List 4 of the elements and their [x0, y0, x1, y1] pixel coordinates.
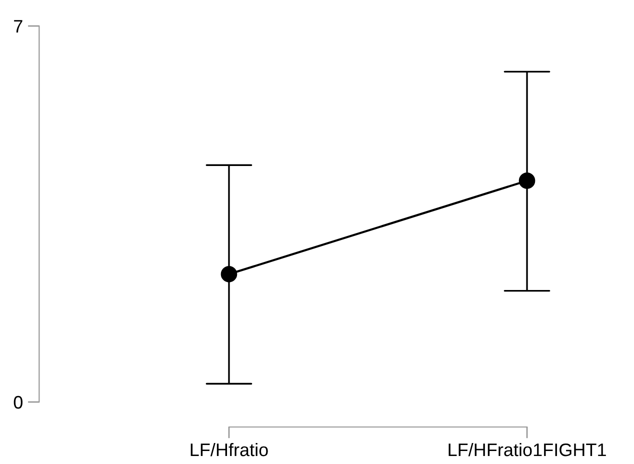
- y-tick-label: 7: [14, 20, 22, 33]
- x-tick-label: LF/Hfratio: [190, 442, 268, 456]
- x-tick-label: LF/HFratio1FIGHT1: [448, 442, 606, 456]
- y-tick-label: 0: [14, 396, 22, 409]
